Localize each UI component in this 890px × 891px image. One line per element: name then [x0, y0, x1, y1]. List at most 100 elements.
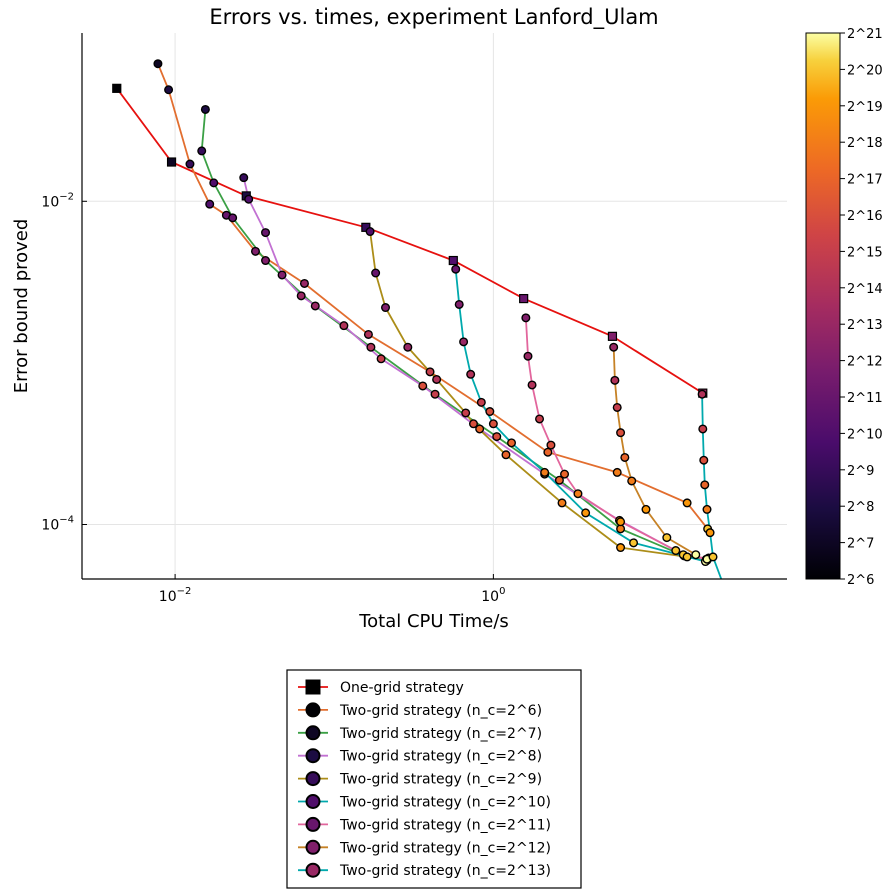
data-point-circle: [432, 374, 442, 384]
data-point-circle: [451, 264, 461, 274]
data-point-circle: [507, 438, 517, 448]
legend: One-grid strategy Two-grid strategy (n_c=…: [298, 679, 551, 879]
data-point-circle: [698, 424, 708, 434]
colorbar-label: 2^19: [847, 100, 883, 115]
data-point-circle: [705, 528, 715, 538]
data-point-circle: [310, 301, 320, 311]
x-tick-label: 10−2: [159, 586, 192, 605]
data-point-circle: [535, 414, 545, 424]
legend-marker-circle: [305, 748, 321, 764]
data-point-circle: [153, 59, 163, 69]
data-point-circle: [418, 381, 428, 391]
data-point-circle: [339, 321, 349, 331]
data-point-circle: [261, 228, 271, 238]
grid: [82, 33, 787, 579]
chart-title: Errors vs. times, experiment Lanford_Ula…: [209, 5, 658, 30]
data-point-circle: [540, 467, 550, 477]
data-point-circle: [697, 389, 707, 399]
colorbar-label: 2^9: [847, 464, 874, 479]
data-point-circle: [299, 278, 309, 288]
colorbar-label: 2^15: [847, 245, 883, 260]
legend-label: Two-grid strategy (n_c=2^6): [339, 703, 542, 719]
legend-marker-circle: [305, 794, 321, 809]
data-point-circle: [554, 475, 564, 485]
colorbar-label: 2^17: [847, 173, 883, 188]
data-point-circle: [560, 469, 570, 479]
x-axis-label: Total CPU Time/s: [358, 611, 509, 632]
data-point-circle: [425, 367, 435, 377]
legend-marker-circle: [305, 816, 321, 832]
series-line-4: [369, 231, 709, 559]
colorbar: [805, 32, 841, 580]
legend-marker-circle: [305, 862, 321, 878]
data-point-circle: [277, 270, 287, 280]
legend-label: Two-grid strategy (n_c=2^7): [339, 726, 542, 742]
data-point-circle: [609, 342, 619, 352]
series-markers: [112, 59, 718, 567]
colorbar-label: 2^10: [847, 427, 883, 442]
legend-label: Two-grid strategy (n_c=2^8): [339, 749, 542, 765]
data-point-circle: [468, 419, 478, 429]
data-point-circle: [461, 408, 471, 418]
data-point-circle: [466, 369, 476, 379]
data-point-circle: [485, 407, 495, 417]
data-point-circle: [641, 504, 651, 514]
series-line-2: [200, 109, 708, 562]
colorbar-label: 2^8: [847, 500, 874, 515]
x-tick-label: 100: [481, 586, 505, 605]
data-point-circle: [523, 351, 533, 361]
data-point-circle: [610, 375, 620, 385]
data-point-circle: [205, 199, 215, 209]
legend-box: [286, 669, 582, 889]
data-point-circle: [371, 268, 381, 278]
colorbar-label: 2^18: [847, 136, 883, 151]
data-point-circle: [488, 419, 498, 429]
data-point-circle: [662, 533, 672, 543]
colorbar-labels: 2^6 2^7 2^8 2^9 2^10 2^11 2^12 2^13 2^14 2^15 2^16…: [840, 27, 883, 588]
data-point-square: [607, 331, 618, 341]
legend-marker-square: [305, 679, 321, 695]
data-point-circle: [671, 546, 681, 556]
data-point-circle: [682, 552, 692, 562]
data-point-circle: [682, 498, 692, 508]
data-point-circle: [629, 538, 639, 548]
data-point-circle: [250, 246, 260, 256]
data-point-circle: [366, 342, 376, 352]
data-point-circle: [616, 428, 626, 438]
y-axis-label: Error bound proved: [11, 219, 32, 394]
data-point-circle: [612, 467, 622, 477]
colorbar-label: 2^11: [847, 391, 883, 406]
data-point-circle: [708, 552, 718, 562]
data-point-circle: [239, 173, 249, 183]
data-point-square: [519, 293, 529, 304]
axis-ticks: 10−2 100 10−4 10−2: [41, 191, 505, 605]
data-point-circle: [296, 291, 306, 301]
data-point-circle: [475, 424, 485, 434]
data-point-circle: [616, 517, 626, 527]
data-point-circle: [521, 313, 531, 323]
data-point-circle: [573, 489, 583, 499]
colorbar-label: 2^7: [847, 537, 874, 552]
data-point-circle: [209, 178, 219, 188]
data-point-circle: [430, 389, 440, 399]
series-line-1: [157, 63, 709, 530]
data-point-circle: [700, 480, 710, 490]
colorbar-label: 2^14: [847, 282, 883, 297]
legend-label: Two-grid strategy (n_c=2^10): [339, 795, 551, 811]
series-line-6: [525, 317, 708, 561]
data-point-circle: [492, 432, 502, 442]
series-line-0: [116, 87, 704, 394]
y-tick-label: 10−2: [41, 191, 74, 210]
data-point-circle: [200, 104, 210, 114]
series-line-3: [242, 177, 707, 561]
legend-label: Two-grid strategy (n_c=2^9): [339, 772, 542, 788]
data-point-square: [448, 255, 458, 266]
data-point-circle: [702, 504, 712, 514]
data-point-square: [166, 157, 177, 167]
data-point-circle: [363, 329, 373, 339]
colorbar-label: 2^16: [847, 209, 883, 224]
data-point-circle: [403, 342, 413, 352]
colorbar-label: 2^21: [847, 27, 883, 42]
data-point-circle: [501, 450, 511, 460]
